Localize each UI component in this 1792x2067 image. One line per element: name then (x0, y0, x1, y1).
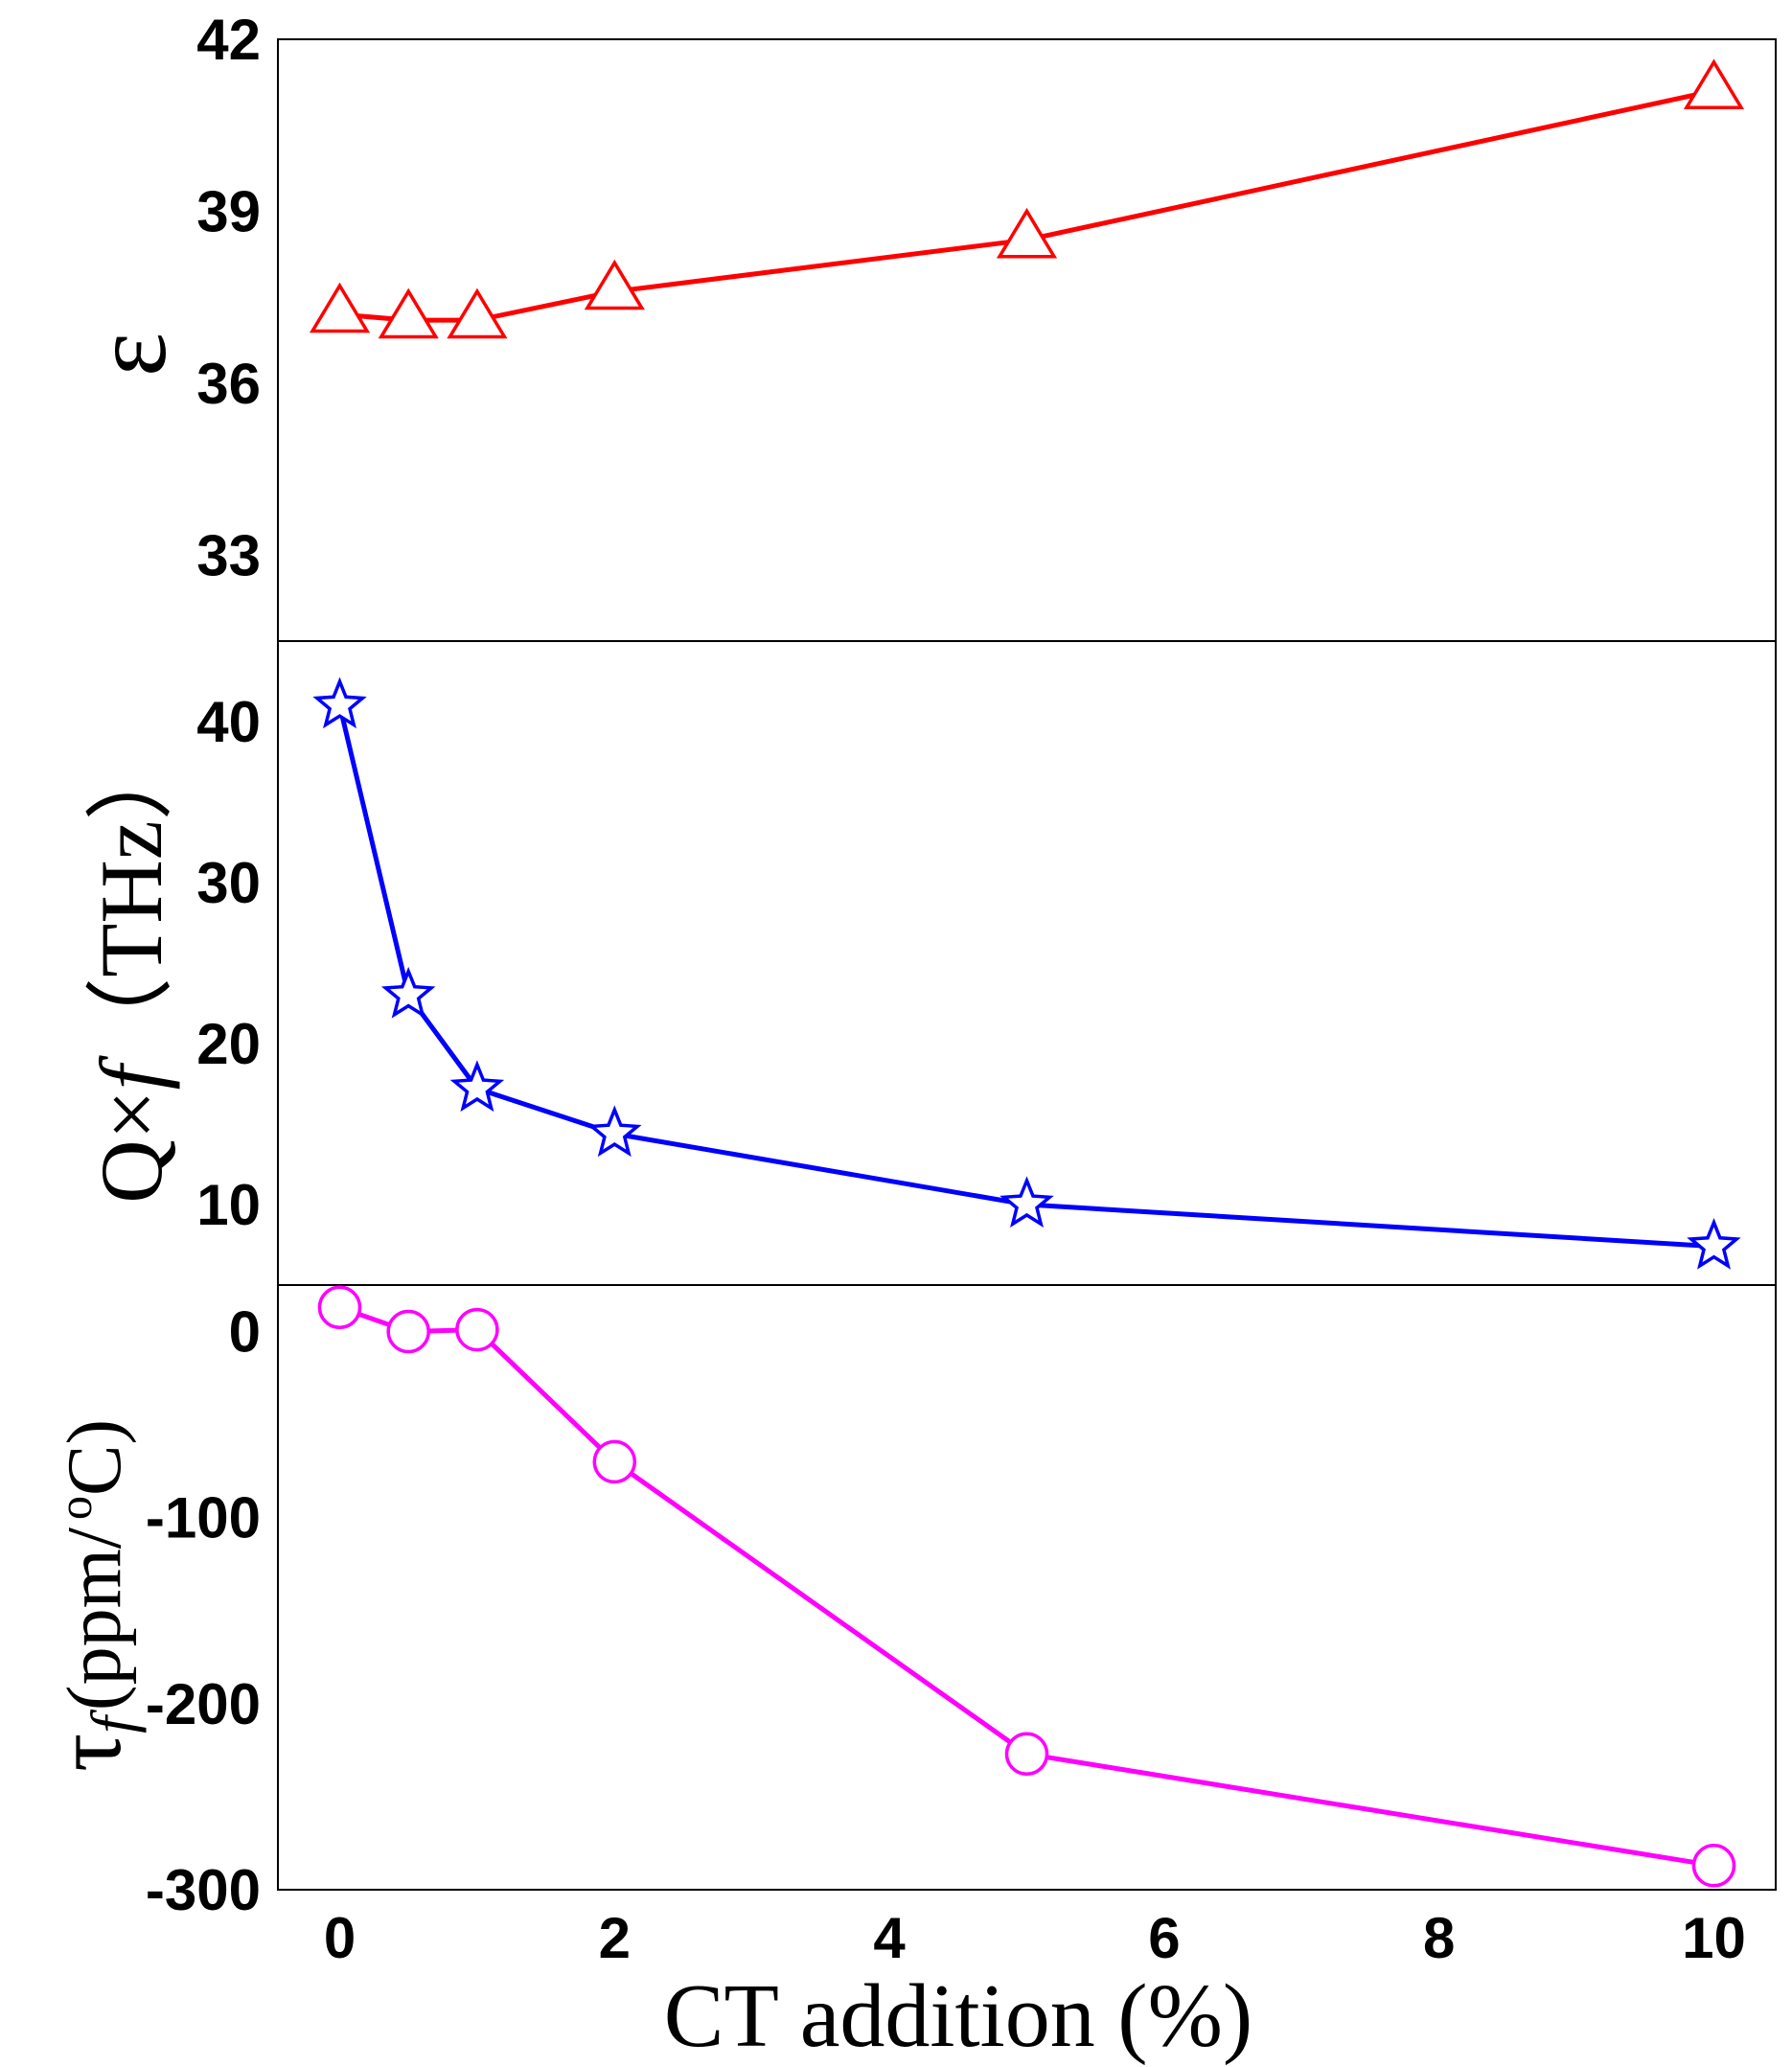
x-tick-label: 6 (1148, 1906, 1180, 1970)
middle-star-marker (449, 1060, 505, 1113)
middle-ylabel: Q×f（THz） (82, 732, 180, 1203)
bottom-circle-marker (455, 1307, 499, 1352)
top-triangle-marker (378, 287, 439, 339)
bottom-line-segment (1026, 1751, 1714, 1869)
middle-series (312, 677, 1741, 1270)
top-line-segment (1025, 88, 1715, 242)
panel-top-frame (277, 38, 1777, 642)
top-triangle-marker (309, 282, 371, 333)
top-triangle-marker (996, 207, 1058, 259)
bottom-series (317, 1285, 1736, 1888)
top-ytick-label: 33 (196, 523, 261, 587)
tick-labels: 42 39 36 33 40 30 20 10 0 -100 -200 -300 0 2 4 6 8 10 (146, 8, 1746, 1970)
middle-star-marker (312, 677, 367, 729)
chart-marks (309, 58, 1745, 1888)
middle-ylabel-main: Q× (82, 1090, 180, 1203)
bottom-ytick-label: -300 (146, 1858, 261, 1922)
middle-star-marker (1687, 1217, 1741, 1270)
bottom-circle-marker (386, 1309, 430, 1354)
x-axis-label: CT addition (%) (664, 1966, 1252, 2066)
bottom-ylabel-sub: f (79, 1709, 147, 1734)
x-tick-label: 10 (1682, 1906, 1746, 1970)
bottom-ytick-label: -200 (146, 1672, 261, 1736)
bottom-ylabel-end: C) (53, 1419, 137, 1496)
bottom-circle-marker (1691, 1844, 1736, 1888)
top-ytick-label: 39 (196, 179, 261, 243)
bottom-ylabel: τf(ppm/oC) (34, 1419, 147, 1772)
middle-line-segment (1026, 1202, 1714, 1250)
top-line-segment (476, 288, 615, 323)
x-tick-label: 8 (1423, 1906, 1455, 1970)
panel-bottom-frame (277, 1284, 1777, 1891)
top-ytick-label: 36 (196, 352, 261, 416)
middle-ylabel-unit: （THz） (82, 732, 180, 1065)
bottom-line-segment (612, 1459, 1028, 1757)
middle-line-segment (613, 1131, 1027, 1207)
bottom-circle-marker (317, 1285, 362, 1330)
x-tick-label: 4 (873, 1906, 906, 1970)
top-triangle-marker (1683, 58, 1745, 109)
bottom-circle-marker (592, 1439, 637, 1484)
middle-line-segment (337, 704, 411, 997)
x-tick-label: 0 (324, 1906, 356, 1970)
top-triangle-marker (584, 259, 645, 310)
x-tick-label: 2 (599, 1906, 631, 1970)
top-ytick-label: 42 (196, 8, 261, 72)
middle-ytick-label: 10 (196, 1173, 261, 1237)
bottom-ytick-label: -100 (146, 1486, 261, 1550)
top-triangle-marker (447, 287, 508, 339)
bottom-ytick-label: 0 (229, 1300, 261, 1365)
bottom-circle-marker (1004, 1732, 1049, 1777)
top-line-segment (613, 237, 1027, 294)
middle-ytick-label: 20 (196, 1012, 261, 1076)
middle-star-marker (587, 1105, 642, 1158)
bottom-ylabel-unit: (ppm/ (53, 1527, 137, 1711)
middle-ytick-label: 40 (196, 690, 261, 754)
middle-star-marker (999, 1176, 1054, 1228)
top-ylabel: ε (71, 333, 188, 377)
top-series (309, 58, 1745, 339)
bottom-line-segment (475, 1327, 617, 1464)
bottom-ylabel-deg: o (48, 1496, 102, 1520)
middle-ytick-label: 30 (196, 851, 261, 915)
bottom-ylabel-symbol: τ (34, 1734, 141, 1772)
middle-star-marker (380, 966, 436, 1019)
